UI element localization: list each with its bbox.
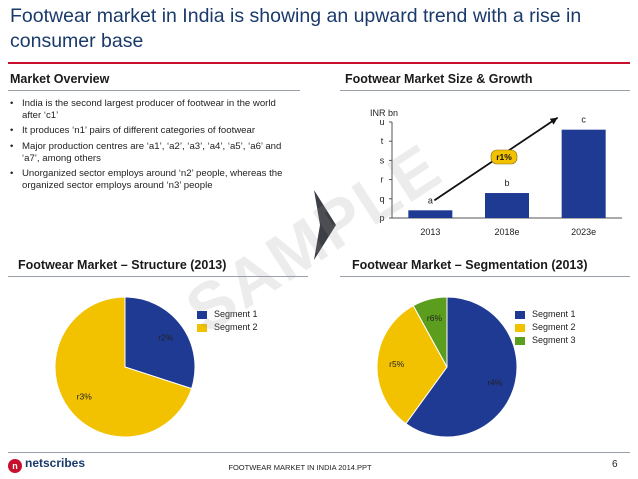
y-axis-label: INR bn	[370, 108, 398, 118]
bullet-icon: •	[10, 125, 14, 137]
footer-document-name: FOOTWEAR MARKET IN INDIA 2014.PPT	[228, 463, 372, 472]
bullet-icon: •	[10, 168, 14, 180]
page-title: Footwear market in India is showing an u…	[10, 5, 582, 52]
company-logo: n netscribes	[8, 456, 85, 473]
legend-swatch	[515, 311, 525, 319]
list-item: • Unorganized sector employs around ‘n2’ …	[10, 168, 283, 192]
list-item: • India is the second largest producer of…	[10, 98, 276, 122]
size-growth-divider	[340, 90, 630, 91]
pie-slice	[405, 296, 518, 438]
list-item: • Major production centres are ‘a1’, ‘a2’…	[10, 140, 282, 164]
bar-data-label: c	[581, 115, 586, 125]
logo-icon: n	[8, 459, 22, 473]
pie-slice	[124, 296, 196, 390]
structure-heading: Footwear Market – Structure (2013)	[18, 258, 227, 272]
y-tick-label: q	[379, 194, 384, 204]
market-overview-heading: Market Overview	[10, 72, 110, 86]
pie-data-label: r2%	[158, 332, 174, 342]
market-overview-list: • India is the second largest producer of…	[10, 98, 295, 195]
pie-data-label: r4%	[487, 378, 503, 388]
legend-swatch	[197, 324, 207, 332]
y-tick-label: s	[380, 155, 385, 165]
legend-label: Segment 3	[532, 335, 576, 345]
bar	[485, 193, 529, 218]
bar-data-label: a	[428, 195, 433, 205]
structure-pie-chart: r2% r3%	[54, 296, 196, 438]
bar-data-label: b	[504, 178, 509, 188]
y-tick-label: t	[381, 136, 384, 146]
bar	[561, 129, 606, 218]
structure-divider	[8, 276, 308, 277]
y-tick-label: u	[379, 117, 384, 127]
legend-swatch	[197, 311, 207, 319]
x-tick-label: 2018e	[494, 227, 519, 237]
cagr-label: r1%	[496, 152, 512, 162]
chevron-right-icon	[314, 190, 336, 260]
legend-label: Segment 1	[532, 309, 576, 319]
list-item: • It produces ‘n1’ pairs of different cat…	[10, 125, 256, 137]
pie-data-label: r6%	[427, 313, 443, 323]
y-tick-label: r	[381, 175, 384, 185]
segmentation-pie-chart: r4% r5% r6%	[376, 296, 518, 438]
market-overview-divider	[8, 90, 300, 91]
pie-slice	[412, 296, 448, 368]
page-number: 6	[612, 459, 618, 470]
legend-swatch	[515, 337, 525, 345]
legend-swatch	[515, 324, 525, 332]
pie-slice	[376, 304, 448, 425]
cagr-badge	[490, 149, 518, 165]
x-tick-label: 2023e	[571, 227, 596, 237]
size-growth-heading: Footwear Market Size & Growth	[345, 72, 533, 86]
pie-data-label: r5%	[389, 359, 405, 369]
y-tick-label: p	[379, 213, 384, 223]
bar	[408, 210, 453, 218]
legend-label: Segment 2	[214, 322, 258, 332]
bullet-icon: •	[10, 98, 14, 109]
title-divider	[8, 62, 630, 64]
segmentation-heading: Footwear Market – Segmentation (2013)	[352, 258, 588, 272]
growth-arrow-head	[549, 117, 558, 125]
footer-divider	[8, 452, 630, 453]
pie-slice	[54, 296, 193, 438]
pie-data-label: r3%	[77, 392, 93, 402]
legend-label: Segment 1	[214, 309, 258, 319]
legend-label: Segment 2	[532, 322, 576, 332]
x-tick-label: 2013	[420, 227, 440, 237]
segmentation-divider	[340, 276, 630, 277]
bullet-icon: •	[10, 140, 14, 152]
